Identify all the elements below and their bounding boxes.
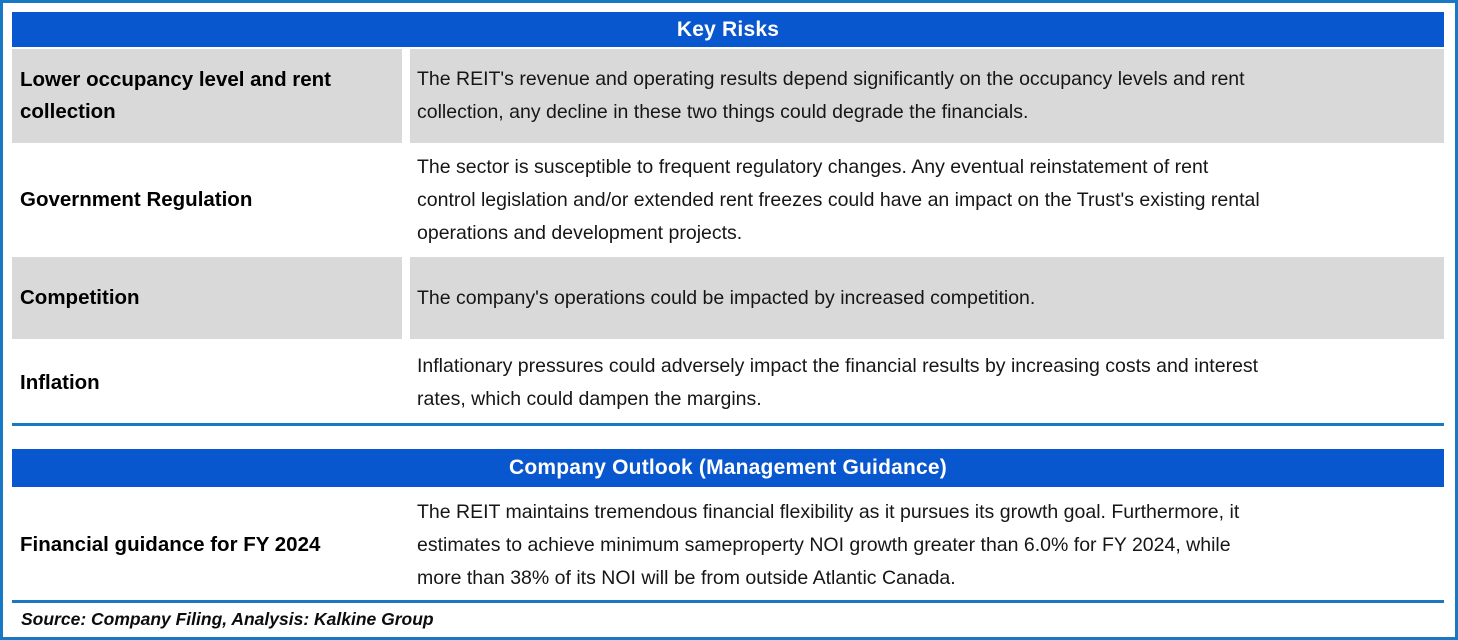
footer-divider-line	[12, 600, 1444, 603]
key-risks-header: Key Risks	[12, 12, 1444, 47]
key-risks-table: Lower occupancy level and rent collectio…	[12, 49, 1444, 423]
risk-label-cell: Competition	[12, 257, 402, 339]
section-divider-line	[12, 423, 1444, 426]
risk-label: Government Regulation	[20, 188, 253, 211]
outlook-label-cell: Financial guidance for FY 2024	[12, 490, 402, 600]
risk-label-cell: Inflation	[12, 343, 402, 423]
risk-description-cell: The sector is susceptible to frequent re…	[410, 147, 1444, 253]
table-row-competition: Competition The company's operations cou…	[12, 257, 1444, 339]
table-row-financial-guidance: Financial guidance for FY 2024 The REIT …	[12, 490, 1444, 600]
outlook-description: The REIT maintains tremendous financial …	[417, 500, 1240, 589]
risk-description: The REIT's revenue and operating results…	[417, 68, 1245, 123]
risk-description-cell: The REIT's revenue and operating results…	[410, 49, 1444, 143]
key-risks-title: Key Risks	[676, 17, 780, 41]
company-outlook-header: Company Outlook (Management Guidance)	[12, 449, 1444, 487]
risk-label: Inflation	[20, 371, 100, 394]
risk-label-cell: Government Regulation	[12, 147, 402, 253]
risk-description: The company's operations could be impact…	[417, 286, 1036, 309]
table-row-inflation: Inflation Inflationary pressures could a…	[12, 343, 1444, 423]
risk-label: Competition	[20, 286, 140, 309]
risk-label-cell: Lower occupancy level and rent collectio…	[12, 49, 402, 143]
outlook-label: Financial guidance for FY 2024	[20, 533, 321, 556]
section-gap	[12, 426, 1444, 449]
risk-description: The sector is susceptible to frequent re…	[417, 155, 1260, 244]
source-text: Source: Company Filing, Analysis: Kalkin…	[21, 608, 434, 629]
table-row-occupancy: Lower occupancy level and rent collectio…	[12, 49, 1444, 143]
risk-label: Lower occupancy level and rent collectio…	[20, 68, 332, 123]
outlook-description-cell: The REIT maintains tremendous financial …	[410, 490, 1444, 600]
source-footer: Source: Company Filing, Analysis: Kalkin…	[12, 603, 1444, 635]
table-row-regulation: Government Regulation The sector is susc…	[12, 147, 1444, 253]
company-outlook-table: Financial guidance for FY 2024 The REIT …	[12, 490, 1444, 600]
risk-description-cell: Inflationary pressures could adversely i…	[410, 343, 1444, 423]
risk-description-cell: The company's operations could be impact…	[410, 257, 1444, 339]
company-outlook-title: Company Outlook (Management Guidance)	[509, 456, 947, 479]
risk-description: Inflationary pressures could adversely i…	[417, 355, 1259, 410]
